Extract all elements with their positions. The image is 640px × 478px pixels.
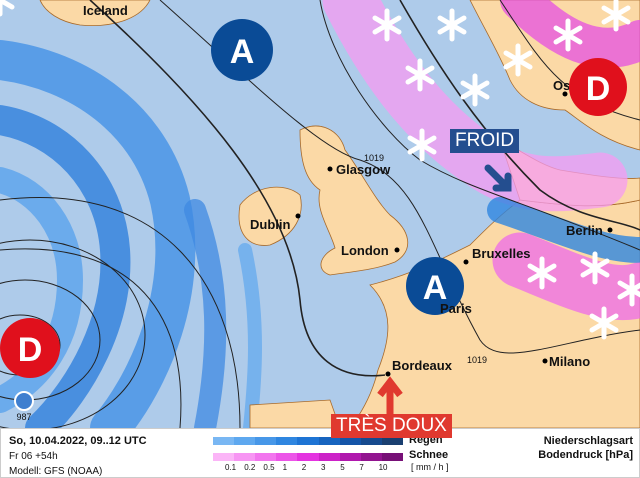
snow-color-step — [213, 453, 235, 461]
colorbar-tick: 0.5 — [263, 463, 275, 472]
colorbar-tick: 3 — [321, 463, 326, 472]
label-berlin: Berlin — [566, 223, 603, 238]
svg-text:D: D — [18, 331, 43, 369]
label-iceland: Iceland — [83, 3, 128, 18]
colorbar-tick: 2 — [301, 463, 307, 472]
high-pressure-france: A — [406, 257, 464, 315]
low-pressure-atlantic: D — [0, 318, 60, 378]
snow-color-step — [234, 453, 256, 461]
rain-color-step — [318, 437, 340, 445]
snow-color-step — [318, 453, 340, 461]
svg-text:1019: 1019 — [364, 153, 384, 163]
colorbar-tick: 0.1 — [225, 463, 237, 472]
cold-annotation: FROID — [450, 129, 520, 153]
colorbar-tick: 10 — [378, 463, 388, 472]
rain-color-step — [381, 437, 403, 445]
rain-area — [0, 40, 262, 428]
isobars — [0, 0, 640, 428]
svg-text:D: D — [586, 70, 611, 108]
cold-arrow-icon — [484, 164, 512, 192]
label-bordeaux: Bordeaux — [392, 358, 453, 373]
label-london: London — [341, 243, 389, 258]
snow-label: Schnee — [409, 449, 449, 461]
label-milano: Milano — [549, 354, 590, 369]
snow-color-step — [381, 453, 403, 461]
high-pressure-north: A — [211, 19, 273, 81]
snow-color-step — [360, 453, 382, 461]
svg-text:987: 987 — [16, 412, 31, 422]
label-paris: Paris — [440, 301, 472, 316]
label-bruxelles: Bruxelles — [472, 246, 531, 261]
colorbar-tick: 0.2 — [244, 463, 256, 472]
snow-color-step — [276, 453, 298, 461]
label-dublin: Dublin — [250, 217, 290, 232]
rain-color-step — [276, 437, 298, 445]
svg-text:A: A — [230, 33, 255, 71]
rain-color-step — [213, 437, 235, 445]
land-iceland — [39, 0, 151, 26]
forecast-date: So, 10.04.2022, 09..12 UTC — [9, 435, 147, 447]
rain-color-step — [234, 437, 256, 445]
model-name: Modell: GFS (NOAA) — [9, 466, 103, 477]
snowflake-icons — [0, 0, 640, 337]
legend-title-pressure: Bodendruck [hPa] — [538, 449, 633, 461]
snow-color-step — [339, 453, 361, 461]
rain-color-step — [297, 437, 319, 445]
colorbar-tick: 1 — [282, 463, 288, 472]
rain-color-step — [339, 437, 361, 445]
warm-annotation: TRÈS DOUX — [331, 414, 452, 438]
land-britain — [299, 125, 409, 276]
rain-color-step — [360, 437, 382, 445]
rain-colorbar — [213, 437, 403, 445]
snow-color-step — [297, 453, 319, 461]
model-run: Fr 06 +54h — [9, 451, 58, 462]
unit-label: [ mm / h ] — [411, 462, 449, 472]
storm-icon: 987 — [14, 391, 34, 422]
colorbar-tick: 7 — [359, 463, 364, 472]
land-ireland — [238, 186, 302, 246]
svg-text:A: A — [423, 269, 448, 307]
low-pressure-scandinavia: D — [569, 58, 627, 116]
svg-text:1019: 1019 — [467, 355, 487, 365]
legend-title-precip: Niederschlagsart — [543, 435, 633, 447]
label-glasgow: Glasgow — [336, 162, 391, 177]
weather-map: Oslo A A D D 987 Iceland Glasgow Dublin … — [0, 0, 640, 428]
rain-color-step — [255, 437, 277, 445]
snow-color-step — [255, 453, 277, 461]
snow-colorbar — [213, 453, 403, 461]
legend-footer: So, 10.04.2022, 09..12 UTC Fr 06 +54h Mo… — [0, 428, 640, 478]
colorbar-tick: 5 — [340, 463, 345, 472]
